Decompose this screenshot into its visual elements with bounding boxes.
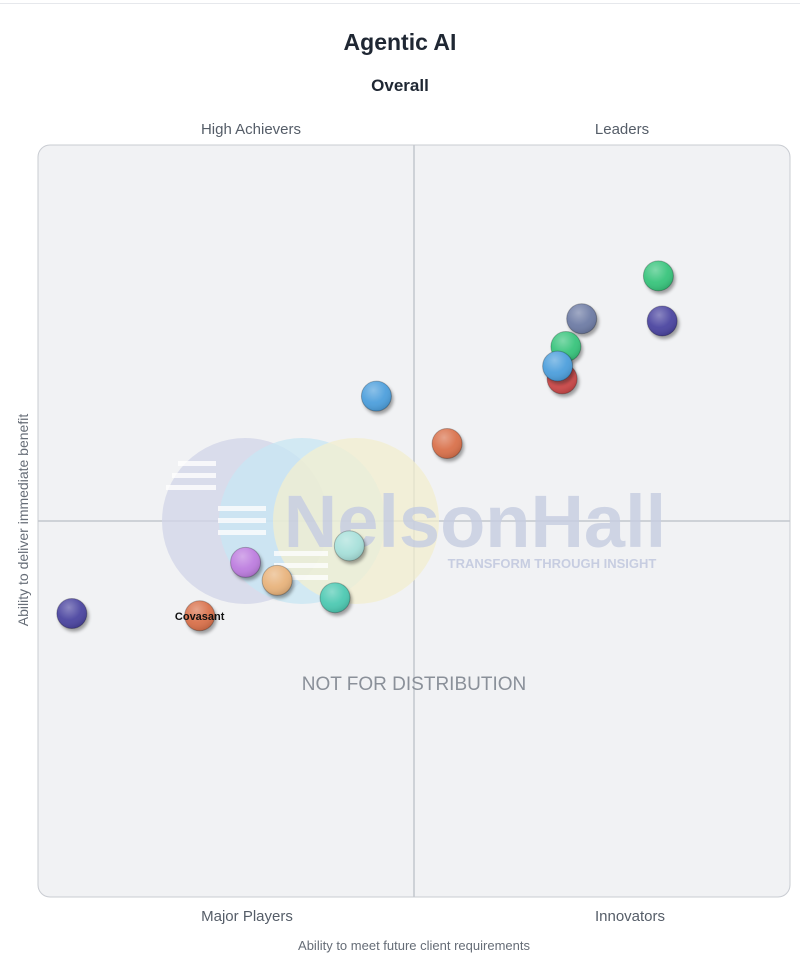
data-point[interactable] — [261, 564, 293, 596]
data-point[interactable] — [319, 582, 351, 614]
data-point[interactable] — [642, 260, 674, 292]
data-point-highlight — [542, 351, 573, 382]
data-point[interactable] — [360, 380, 392, 412]
watermark-stripes — [166, 461, 328, 580]
data-point-highlight — [647, 305, 678, 336]
watermark-circle-yellow — [273, 438, 439, 604]
chart-subtitle: Overall — [371, 76, 429, 95]
data-point[interactable] — [56, 597, 88, 629]
data-point-highlight — [184, 600, 215, 631]
data-point[interactable] — [542, 350, 574, 382]
watermark-tagline: TRANSFORM THROUGH INSIGHT — [448, 556, 657, 571]
data-point[interactable]: Covasant — [175, 600, 225, 632]
data-point-highlight — [643, 260, 674, 291]
not-for-distribution-notice: NOT FOR DISTRIBUTION — [302, 674, 526, 695]
data-points: Covasant — [56, 260, 678, 632]
data-point[interactable] — [333, 530, 365, 562]
data-point[interactable] — [566, 303, 598, 335]
data-point-highlight — [262, 565, 293, 596]
data-point-highlight — [432, 428, 463, 459]
top-divider — [0, 3, 800, 4]
data-point-label: Covasant — [175, 611, 225, 623]
data-point-highlight — [361, 381, 392, 412]
data-point[interactable] — [431, 428, 463, 460]
data-point-highlight — [320, 582, 351, 613]
data-point[interactable] — [646, 305, 678, 337]
x-axis-label: Ability to meet future client requiremen… — [298, 938, 530, 953]
data-point-highlight — [566, 303, 597, 334]
data-point-highlight — [334, 530, 365, 561]
data-point-highlight — [56, 598, 87, 629]
chart-title: Agentic AI — [343, 29, 457, 55]
quadrant-label-innovators: Innovators — [594, 908, 666, 925]
quadrant-label-major-players: Major Players — [201, 908, 293, 925]
data-point-highlight — [230, 547, 261, 578]
data-point[interactable] — [230, 546, 262, 578]
quadrant-label-leaders: Leaders — [594, 121, 650, 138]
quadrant-label-high-achievers: High Achievers — [200, 121, 302, 138]
